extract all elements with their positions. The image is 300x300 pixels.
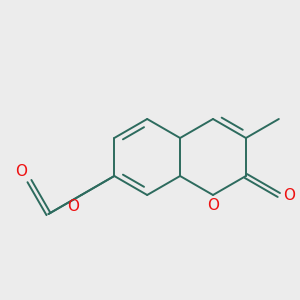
Text: O: O [68, 199, 80, 214]
Text: O: O [283, 188, 295, 202]
Text: O: O [207, 198, 219, 213]
Text: O: O [16, 164, 28, 179]
